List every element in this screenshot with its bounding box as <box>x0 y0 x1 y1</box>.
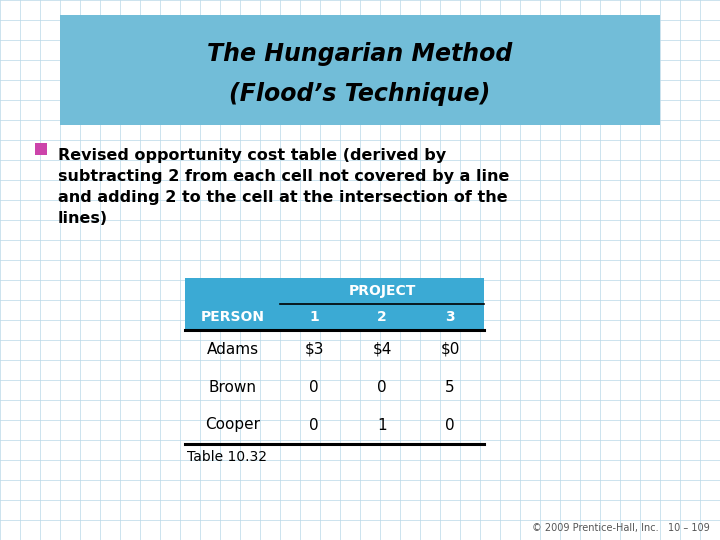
Bar <box>35 143 47 155</box>
Text: $0: $0 <box>441 341 459 356</box>
Text: $3: $3 <box>305 341 324 356</box>
Text: 0: 0 <box>445 417 455 433</box>
Text: (Flood’s Technique): (Flood’s Technique) <box>230 82 490 106</box>
Text: Cooper: Cooper <box>205 417 260 433</box>
Text: The Hungarian Method: The Hungarian Method <box>207 42 513 65</box>
Text: 1: 1 <box>377 417 387 433</box>
Text: 0: 0 <box>377 380 387 395</box>
Text: Table 10.32: Table 10.32 <box>187 450 267 464</box>
Bar <box>185 304 484 330</box>
Text: PERSON: PERSON <box>200 310 264 324</box>
Text: © 2009 Prentice-Hall, Inc.   10 – 109: © 2009 Prentice-Hall, Inc. 10 – 109 <box>532 523 710 533</box>
Text: lines): lines) <box>58 211 108 226</box>
Text: 0: 0 <box>309 380 319 395</box>
Text: Adams: Adams <box>207 341 258 356</box>
Text: and adding 2 to the cell at the intersection of the: and adding 2 to the cell at the intersec… <box>58 190 508 205</box>
Text: 2: 2 <box>377 310 387 324</box>
Text: 5: 5 <box>445 380 455 395</box>
Text: $4: $4 <box>372 341 392 356</box>
Text: subtracting 2 from each cell not covered by a line: subtracting 2 from each cell not covered… <box>58 169 509 184</box>
Text: PROJECT: PROJECT <box>348 284 415 298</box>
Text: 0: 0 <box>309 417 319 433</box>
Bar <box>185 278 484 304</box>
Text: 3: 3 <box>445 310 455 324</box>
Text: Brown: Brown <box>209 380 256 395</box>
Text: Revised opportunity cost table (derived by: Revised opportunity cost table (derived … <box>58 148 446 163</box>
Bar <box>60 15 660 125</box>
Text: 1: 1 <box>309 310 319 324</box>
